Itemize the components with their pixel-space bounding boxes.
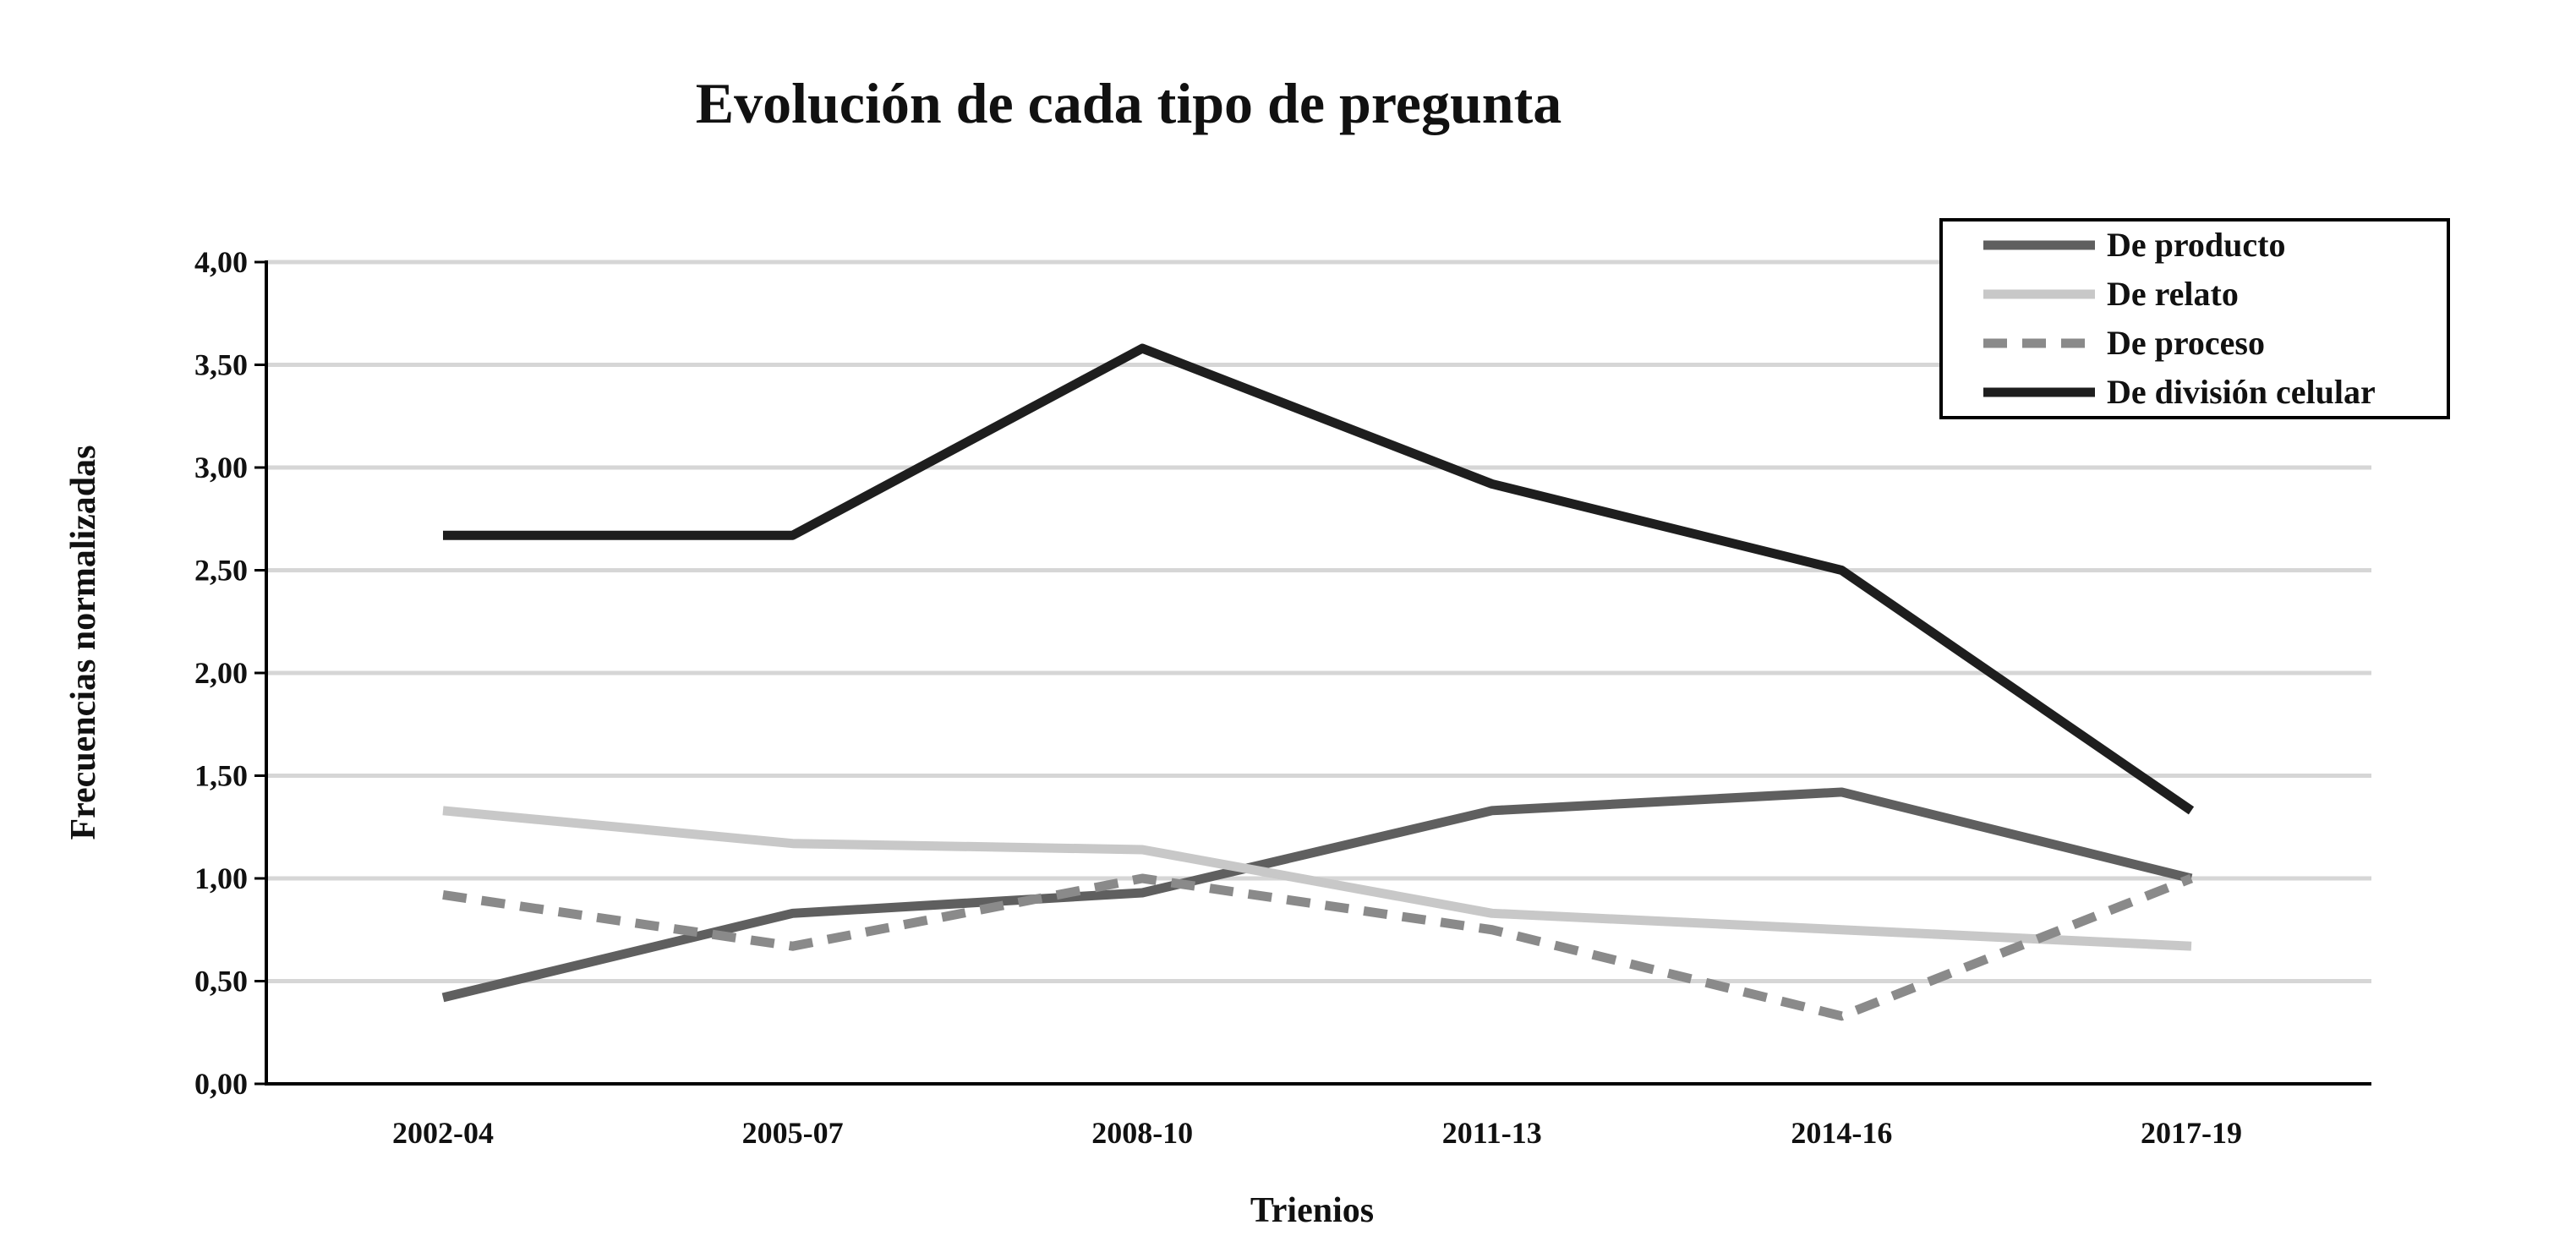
y-tick-label: 3,50 — [194, 348, 248, 382]
x-tick-label: 2011-13 — [1442, 1116, 1542, 1150]
x-tick-label: 2005-07 — [742, 1116, 844, 1150]
x-tick-label: 2017-19 — [2141, 1116, 2242, 1150]
y-tick-label: 2,00 — [194, 656, 248, 690]
legend-label: De proceso — [2107, 324, 2265, 362]
y-tick-label: 1,00 — [194, 861, 248, 895]
y-tick-label: 0,00 — [194, 1067, 248, 1101]
y-tick-label: 2,50 — [194, 554, 248, 588]
series-line-2 — [442, 873, 2194, 1021]
legend-label: De división celular — [2107, 373, 2376, 411]
x-tick-label: 2014-16 — [1791, 1116, 1892, 1150]
x-tick-label: 2002-04 — [392, 1116, 494, 1150]
legend-label: De relato — [2107, 275, 2239, 313]
y-tick-label: 0,50 — [194, 965, 248, 998]
chart-title: Evolución de cada tipo de pregunta — [696, 71, 1562, 135]
x-axis-label: Trienios — [1250, 1191, 1374, 1230]
x-tick-label: 2008-10 — [1091, 1116, 1193, 1150]
y-axis-label: Frecuencias normalizadas — [64, 445, 103, 840]
series-line-3 — [443, 343, 2195, 815]
legend-box — [1939, 218, 2450, 419]
y-tick-label: 1,50 — [194, 759, 248, 793]
series-line-0 — [441, 787, 2193, 1003]
legend-label: De producto — [2107, 226, 2285, 264]
y-tick-label: 3,00 — [194, 451, 248, 484]
y-tick-label: 4,00 — [194, 245, 248, 279]
series-line-1 — [442, 806, 2192, 951]
legend: De producto De relato De proceso De divisió… — [1939, 218, 2450, 419]
